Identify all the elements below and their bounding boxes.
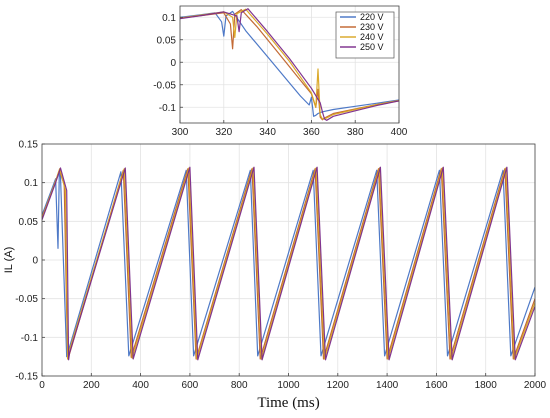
x-tick-label: 600 bbox=[182, 380, 199, 391]
series-line-4 bbox=[42, 166, 535, 361]
series-line-3 bbox=[42, 167, 535, 360]
x-tick-label: 380 bbox=[347, 127, 364, 138]
y-tick-label: -0.1 bbox=[159, 103, 177, 114]
y-tick-label: 0 bbox=[32, 256, 38, 267]
x-tick-label: 1000 bbox=[277, 380, 300, 391]
y-tick-label: -0.05 bbox=[153, 80, 176, 91]
series-line-4 bbox=[180, 8, 399, 121]
series-line-1 bbox=[42, 169, 535, 358]
x-tick-label: 340 bbox=[259, 127, 276, 138]
series-line-2 bbox=[180, 9, 399, 121]
legend-label-4: 250 V bbox=[360, 42, 384, 52]
x-tick-label: 800 bbox=[231, 380, 248, 391]
x-tick-label: 1600 bbox=[425, 380, 448, 391]
legend-label-2: 230 V bbox=[360, 22, 384, 32]
x-axis-label: Time (ms) bbox=[257, 395, 319, 411]
series-group bbox=[180, 8, 399, 121]
legend-label-1: 220 V bbox=[360, 12, 384, 22]
series-line-3 bbox=[180, 8, 399, 120]
x-tick-label: 2000 bbox=[524, 380, 547, 391]
inset-panel: 300 320 340 360 380 400 0.1 0.05 0 -0.05 -0.1 220 V… bbox=[153, 5, 408, 138]
y-axis-label: IL (A) bbox=[3, 247, 15, 274]
main-panel: 0 200 400 600 800 1000 1200 1400 1600 1800 2000 0.1… bbox=[3, 140, 547, 412]
y-tick-label: 0 bbox=[170, 58, 176, 69]
x-tick-label: 0 bbox=[39, 380, 45, 391]
y-tick-label: 0.15 bbox=[19, 140, 39, 151]
x-tick-label: 1800 bbox=[475, 380, 498, 391]
x-tick-label: 400 bbox=[132, 380, 149, 391]
series-line-1 bbox=[180, 10, 399, 117]
series-group bbox=[42, 166, 535, 361]
axes-frame bbox=[179, 5, 400, 124]
x-tick-label: 200 bbox=[83, 380, 100, 391]
y-tick-label: 0.1 bbox=[24, 178, 38, 189]
y-tick-label: 0.1 bbox=[162, 13, 176, 24]
x-tick-label: 400 bbox=[391, 127, 408, 138]
x-tick-label: 320 bbox=[215, 127, 232, 138]
x-tick-label: 1200 bbox=[327, 380, 350, 391]
x-tick-label: 1400 bbox=[376, 380, 399, 391]
y-tick-label: -0.15 bbox=[15, 372, 38, 383]
legend-label-3: 240 V bbox=[360, 32, 384, 42]
y-tick-label: 0.05 bbox=[19, 217, 39, 228]
x-tick-label: 300 bbox=[172, 127, 189, 138]
series-line-2 bbox=[42, 168, 535, 360]
legend-box bbox=[335, 11, 395, 59]
y-tick-label: -0.05 bbox=[15, 294, 38, 305]
y-tick-label: -0.1 bbox=[21, 333, 39, 344]
y-tick-label: 0.05 bbox=[157, 35, 177, 46]
x-tick-label: 360 bbox=[303, 127, 320, 138]
